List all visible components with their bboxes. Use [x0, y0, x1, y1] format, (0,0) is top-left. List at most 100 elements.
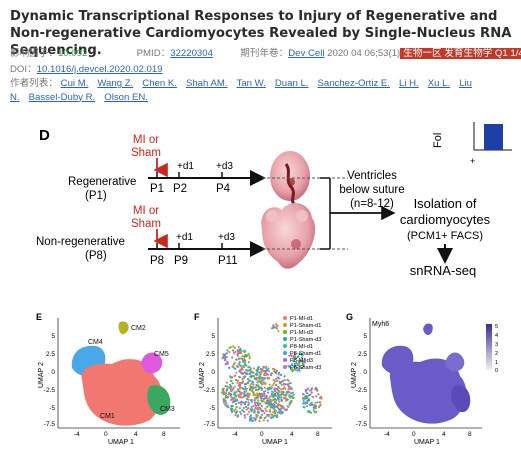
scatter-point: [265, 409, 268, 412]
author-link[interactable]: Chen K.: [142, 78, 177, 89]
scatter-point: [286, 398, 289, 401]
author-link[interactable]: Duan L.: [274, 78, 309, 89]
journal-link[interactable]: Dev Cell: [288, 48, 325, 59]
scatter-point: [280, 388, 283, 391]
scatter-point: [240, 350, 243, 353]
g-ytick: -2.5: [356, 387, 368, 394]
doi-link[interactable]: 10.1016/j.devcel.2020.02.019: [36, 64, 163, 75]
scatter-point: [260, 408, 263, 411]
scatter-point: [242, 406, 245, 410]
scatter-point: [267, 376, 270, 380]
scatter-point: [256, 373, 259, 376]
scatter-point: [239, 412, 243, 416]
f-xlabel: UMAP 1: [262, 439, 288, 446]
scatter-point: [258, 402, 261, 405]
scatter-point: [275, 377, 278, 380]
scatter-point: [316, 389, 319, 392]
scatter-point: [301, 367, 304, 370]
g-ytick: 0: [363, 369, 367, 376]
author-link[interactable]: Bassel-Duby R.: [28, 91, 96, 103]
author-link[interactable]: Liu N.: [10, 78, 472, 103]
umap-e-clusters: CM1 CM2 CM3 CM4 CM5: [71, 321, 175, 426]
scatter-point: [228, 366, 231, 369]
e-ytick: -5: [49, 405, 55, 412]
legend-entry: P1-Sham-d3: [290, 337, 321, 343]
scatter-point: [257, 399, 260, 402]
scatter-point: [281, 379, 284, 383]
scatter-point: [259, 386, 262, 389]
g-xtick: -4: [384, 431, 390, 438]
scatter-point: [286, 408, 289, 411]
scatter-point: [239, 410, 242, 414]
scatter-point: [236, 354, 239, 357]
scatter-point: [236, 364, 239, 367]
author-link[interactable]: Xu L.: [427, 78, 451, 89]
scatter-point: [308, 403, 311, 406]
colorbar-tick: 3: [495, 342, 498, 348]
scatter-point: [281, 404, 284, 407]
scatter-point: [306, 399, 309, 402]
heart-p8-image: [261, 203, 316, 269]
scatter-point: [242, 360, 245, 363]
scatter-point: [278, 377, 281, 380]
scatter-point: [317, 393, 320, 396]
scatter-point: [250, 409, 253, 412]
scatter-point: [273, 368, 276, 371]
scatter-point: [242, 366, 246, 369]
scatter-point: [289, 388, 292, 391]
mi-sham-label-1: MI or: [133, 134, 159, 146]
scatter-point: [222, 401, 226, 404]
scatter-point: [244, 385, 247, 388]
e-xtick: -4: [74, 431, 80, 438]
scatter-point: [252, 386, 255, 389]
scatter-point: [237, 362, 241, 365]
scatter-point: [240, 365, 243, 368]
scatter-point: [265, 368, 269, 371]
journal-label: 期刊年卷：: [240, 48, 289, 59]
scatter-point: [241, 372, 245, 375]
author-link[interactable]: Shah AM.: [185, 78, 228, 89]
tick-p8: P8: [150, 255, 164, 267]
author-link[interactable]: Olson EN.: [104, 91, 148, 103]
scatter-point: [312, 409, 315, 412]
scatter-point: [229, 395, 232, 398]
scatter-point: [248, 355, 251, 358]
scatter-point: [258, 406, 261, 409]
isolation-line-3: (PCM1+ FACS): [407, 230, 483, 242]
scatter-point: [267, 402, 270, 405]
e-ytick: 2.5: [46, 351, 55, 358]
cluster-label-cm2: CM2: [131, 325, 146, 332]
isolation-line-1: Isolation of: [414, 196, 477, 211]
legend-dot: [283, 351, 287, 355]
umap-f-scatter: [221, 323, 323, 423]
scatter-point: [259, 395, 262, 399]
author-link[interactable]: Wang Z.: [97, 78, 134, 89]
scatter-point: [233, 396, 236, 399]
scatter-point: [274, 414, 277, 417]
scatter-point: [282, 382, 286, 385]
scatter-point: [236, 352, 240, 355]
author-link[interactable]: Cui M.: [60, 78, 89, 89]
scatter-point: [239, 348, 242, 351]
scatter-point: [290, 395, 293, 398]
scatter-point: [260, 404, 263, 408]
scatter-point: [223, 359, 226, 362]
pmid-link[interactable]: 32220304: [170, 48, 213, 59]
scatter-point: [279, 373, 283, 376]
scatter-point: [290, 400, 293, 403]
author-link[interactable]: Tan W.: [236, 78, 266, 89]
scatter-point: [244, 383, 248, 386]
scatter-point: [281, 411, 284, 415]
umap-panels: E UMAP 2 UMAP 1 5 2.5 0 -2.5 -5 -7.5 -4 …: [36, 312, 498, 446]
scatter-point: [259, 380, 262, 383]
g-xtick: 4: [442, 431, 446, 438]
author-link[interactable]: Li H.: [399, 78, 419, 89]
author-link[interactable]: Sanchez-Ortiz E.: [317, 78, 390, 89]
scatter-point: [307, 399, 311, 402]
scatter-point: [252, 383, 255, 386]
scatter-point: [243, 375, 246, 378]
scatter-point: [305, 397, 308, 400]
scatter-point: [308, 394, 311, 397]
scatter-point: [256, 403, 260, 406]
scatter-point: [272, 378, 275, 382]
